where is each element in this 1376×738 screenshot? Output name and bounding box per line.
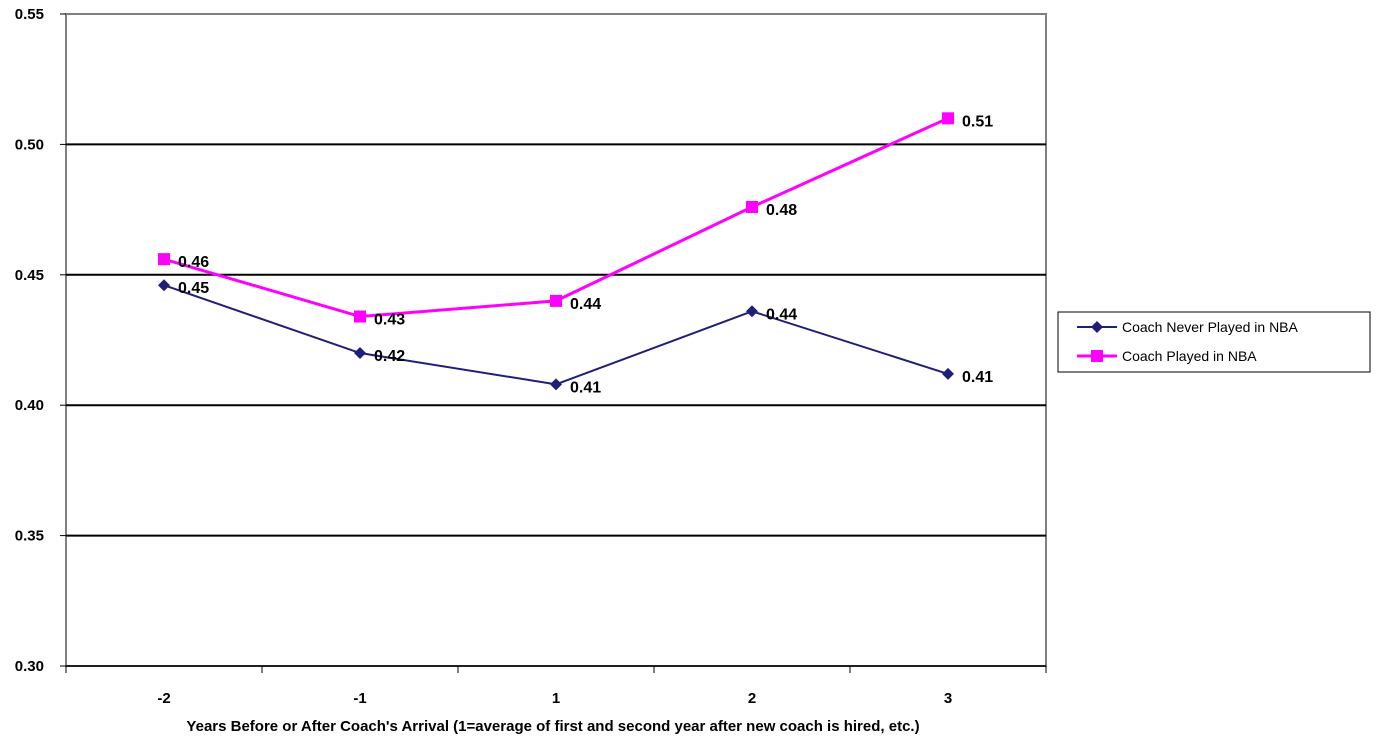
y-tick-label: 0.45: [15, 267, 44, 284]
series-0: 0.45 0.42 0.41 0.44 0.41: [158, 279, 993, 396]
data-point: [354, 347, 366, 360]
data-point: [746, 200, 758, 213]
legend-label: Coach Never Played in NBA: [1122, 319, 1299, 335]
data-label: 0.51: [962, 113, 993, 130]
x-tick-label: 1: [552, 690, 560, 707]
data-point: [942, 112, 954, 125]
y-tick-label: 0.30: [15, 658, 44, 675]
y-axis: 0.30 0.35 0.40 0.45 0.50 0.55: [15, 6, 66, 675]
data-point: [550, 378, 562, 391]
legend-marker: [1091, 321, 1103, 333]
y-tick-label: 0.40: [15, 397, 44, 414]
y-tick-label: 0.35: [15, 528, 44, 545]
data-label: 0.43: [374, 312, 405, 329]
legend-label: Coach Played in NBA: [1122, 348, 1257, 364]
series-layer: 0.45 0.42 0.41 0.44 0.41 0.46 0.43 0.44 0.48 0.51: [158, 112, 993, 396]
data-label: 0.48: [766, 202, 797, 219]
plot-area: [65, 13, 1047, 667]
data-label: 0.41: [570, 379, 601, 396]
data-label: 0.42: [374, 348, 405, 365]
x-tick-label: -1: [353, 690, 366, 707]
y-tick-label: 0.55: [15, 6, 44, 23]
data-label: 0.44: [570, 296, 601, 313]
x-tick-label: 2: [748, 690, 756, 707]
gridlines: [66, 143, 1046, 537]
data-point: [158, 253, 170, 266]
data-label: 0.41: [962, 369, 993, 386]
data-label: 0.44: [766, 306, 797, 323]
data-point: [746, 305, 758, 318]
data-label: 0.45: [178, 280, 209, 297]
legend-box: [1057, 311, 1371, 373]
series-1: 0.46 0.43 0.44 0.48 0.51: [158, 112, 993, 329]
y-tick-label: 0.50: [15, 136, 44, 153]
data-label: 0.46: [178, 254, 209, 271]
data-point: [158, 279, 170, 292]
x-tick-label: 3: [944, 690, 952, 707]
legend: Coach Never Played in NBA Coach Played in…: [1057, 311, 1371, 373]
x-tick-label: -2: [157, 690, 170, 707]
x-axis-title: Years Before or After Coach's Arrival (1…: [186, 718, 919, 735]
legend-marker: [1091, 350, 1103, 362]
data-point: [354, 310, 366, 323]
data-point: [942, 367, 954, 380]
x-axis: -2 -1 1 2 3: [65, 665, 1047, 707]
data-point: [550, 294, 562, 307]
